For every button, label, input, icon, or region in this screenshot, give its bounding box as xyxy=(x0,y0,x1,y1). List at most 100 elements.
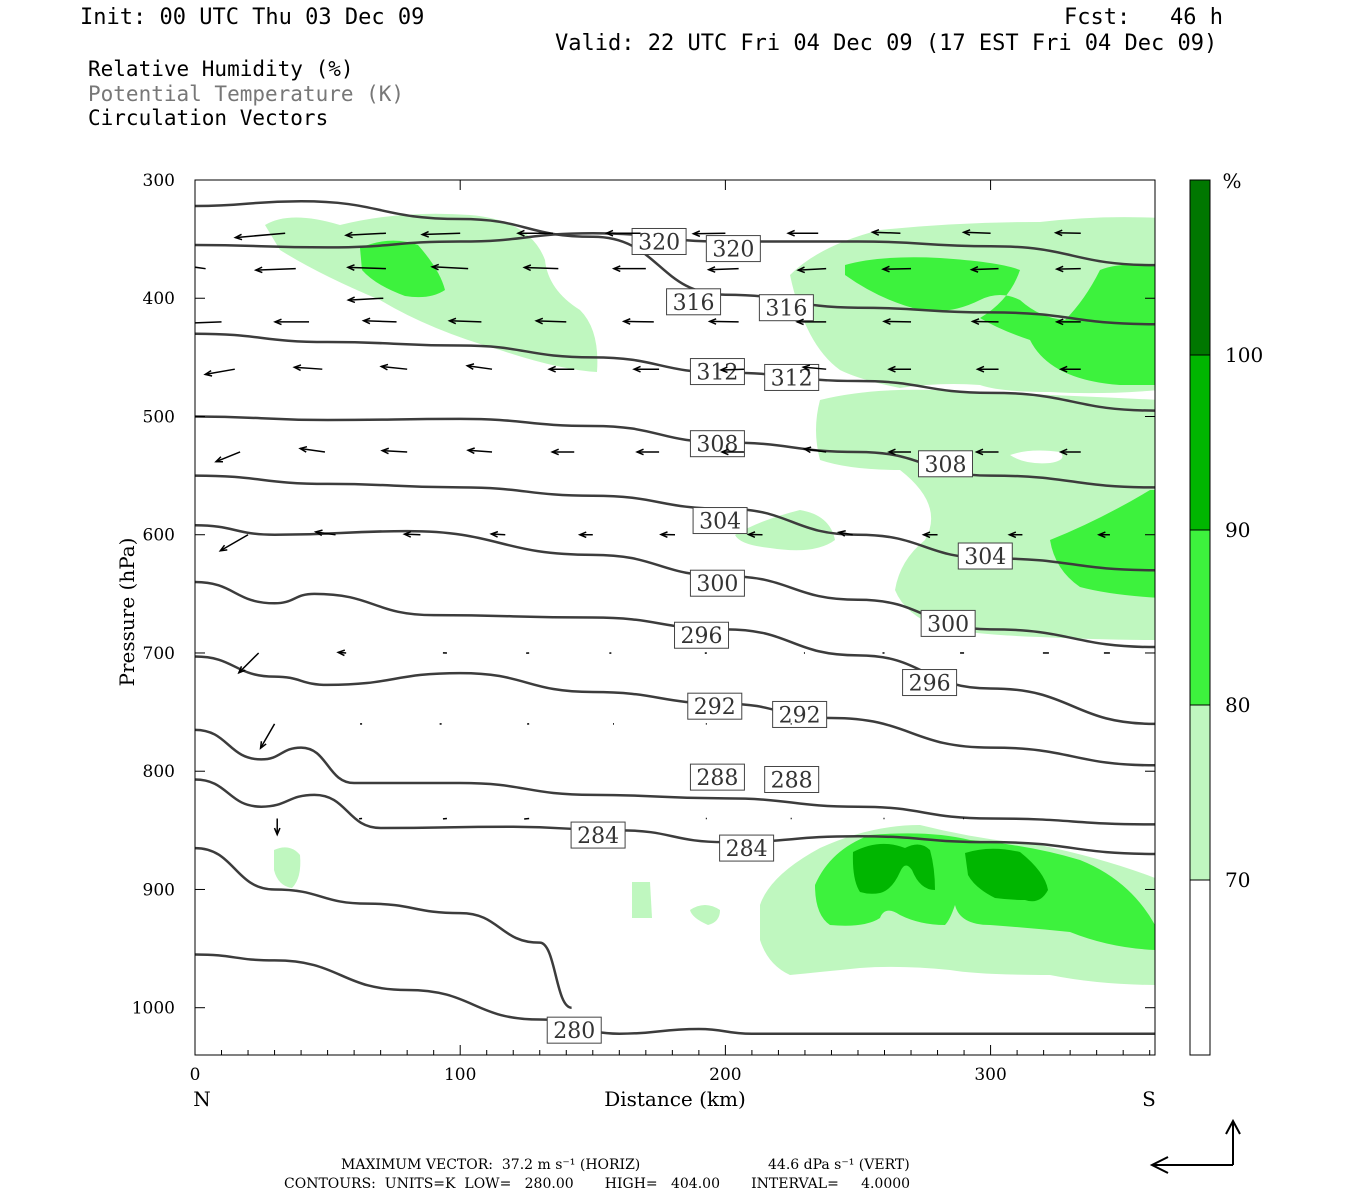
theta-contour-label: 292 xyxy=(687,692,743,720)
circulation-vector xyxy=(195,266,206,270)
circulation-vector xyxy=(344,231,386,239)
circulation-vector xyxy=(659,531,676,539)
svg-text:284: 284 xyxy=(577,824,619,849)
circulation-vector xyxy=(346,264,386,271)
circulation-vector xyxy=(489,530,506,538)
circulation-vector xyxy=(707,318,739,325)
circulation-vector xyxy=(887,365,912,373)
footer-max-vector-vert: 44.6 dPa s⁻¹ (VERT) xyxy=(768,1157,910,1173)
svg-text:308: 308 xyxy=(924,453,966,478)
circulation-vector xyxy=(379,363,408,371)
legend-vectors: Circulation Vectors xyxy=(88,106,329,130)
svg-text:300: 300 xyxy=(927,612,969,637)
circulation-vector xyxy=(298,445,326,453)
svg-text:320: 320 xyxy=(638,230,680,255)
circulation-vector xyxy=(402,530,421,538)
circulation-vector xyxy=(802,446,827,454)
circulation-vector xyxy=(974,448,999,456)
circulation-vector xyxy=(253,266,296,274)
colorbar-band xyxy=(1190,880,1210,1055)
circulation-vector xyxy=(887,448,912,456)
rh-area-90-left xyxy=(852,843,935,894)
theta-contour-line xyxy=(195,415,1155,489)
circulation-vector xyxy=(881,265,912,273)
y-tick-label: 600 xyxy=(143,526,175,546)
x-tick-label: 300 xyxy=(974,1065,1006,1085)
theta-contour-label: 312 xyxy=(689,358,745,386)
theta-contour-label: 300 xyxy=(689,569,745,597)
theta-contour-label: 308 xyxy=(689,430,745,458)
circulation-vector xyxy=(632,365,660,373)
circulation-vector xyxy=(746,531,763,539)
theta-contour-line xyxy=(195,200,1155,326)
circulation-vector xyxy=(719,366,744,374)
svg-text:320: 320 xyxy=(712,238,754,263)
circulation-vector xyxy=(1058,365,1081,373)
colorbar-band xyxy=(1190,355,1210,530)
circulation-vector xyxy=(796,266,827,274)
theta-contour-label: 284 xyxy=(719,834,775,862)
circulation-vector xyxy=(465,363,493,370)
x-tick-label: 0 xyxy=(190,1065,201,1085)
colorbar-level-label: 70 xyxy=(1225,868,1250,892)
circulation-vector xyxy=(273,318,310,326)
theta-contour-label: 304 xyxy=(957,542,1013,570)
circulation-vector xyxy=(336,649,347,657)
init-time: Init: 00 UTC Thu 03 Dec 09 xyxy=(80,5,425,30)
circulation-vector xyxy=(577,531,593,539)
circulation-vector xyxy=(836,530,853,537)
svg-text:308: 308 xyxy=(696,433,738,458)
svg-text:288: 288 xyxy=(771,768,813,793)
theta-contour-label: 284 xyxy=(570,821,626,849)
circulation-vector xyxy=(706,266,739,273)
circulation-vector xyxy=(691,230,726,238)
x-end-label-north: N xyxy=(193,1087,211,1111)
theta-contour-label: 300 xyxy=(920,609,976,637)
theta-contour-label: 316 xyxy=(758,294,814,322)
x-axis-label: Distance (km) xyxy=(604,1087,746,1111)
theta-contour-label: 280 xyxy=(546,1016,602,1044)
y-axis: 300 400 500 600 700 800 900 1000 xyxy=(132,171,1155,1019)
theta-contour-line xyxy=(195,846,573,1009)
svg-text:280: 280 xyxy=(553,1019,595,1044)
circulation-vector xyxy=(447,317,482,325)
theta-contour-label: 308 xyxy=(917,450,973,478)
circulation-vectors xyxy=(195,202,1110,837)
rh-hole xyxy=(1010,450,1063,464)
circulation-vector xyxy=(870,229,901,236)
theta-contour-label: 288 xyxy=(764,765,820,793)
theta-contour-label: 312 xyxy=(764,363,820,391)
y-tick-label: 900 xyxy=(143,880,175,900)
svg-text:292: 292 xyxy=(694,695,736,720)
colorbar-band xyxy=(1190,530,1210,705)
circulation-vector xyxy=(720,448,744,456)
circulation-vector xyxy=(214,451,241,463)
circulation-vector xyxy=(292,364,323,372)
circulation-vector xyxy=(604,229,641,237)
circulation-vector xyxy=(969,265,999,273)
reference-vector-icon xyxy=(1149,1118,1241,1174)
theta-contour-label: 296 xyxy=(674,621,730,649)
circulation-vector xyxy=(1058,448,1081,456)
circulation-vector xyxy=(237,652,260,675)
circulation-vector xyxy=(522,264,559,272)
svg-text:296: 296 xyxy=(909,672,951,697)
circulation-vector xyxy=(786,229,819,237)
svg-text:292: 292 xyxy=(779,703,821,728)
theta-contour-label: 292 xyxy=(772,700,828,728)
y-tick-label: 500 xyxy=(143,407,175,427)
circulation-vector xyxy=(611,265,646,273)
theta-contour-labels: 320 320 316 316 312 312 308 308 304 304 300 300 296 2… xyxy=(546,227,1013,1044)
colorbar-unit: % xyxy=(1222,169,1241,193)
svg-text:304: 304 xyxy=(964,545,1006,570)
x-tick-label: 200 xyxy=(709,1065,741,1085)
y-tick-label: 800 xyxy=(143,762,175,782)
circulation-vector xyxy=(1054,265,1081,273)
circulation-vector xyxy=(516,229,554,237)
rh-area-80-left xyxy=(360,240,445,298)
theta-contour-label: 320 xyxy=(705,235,761,263)
circulation-vector xyxy=(346,296,384,304)
svg-text:316: 316 xyxy=(765,297,807,322)
rh-area-mid-center xyxy=(735,510,835,551)
